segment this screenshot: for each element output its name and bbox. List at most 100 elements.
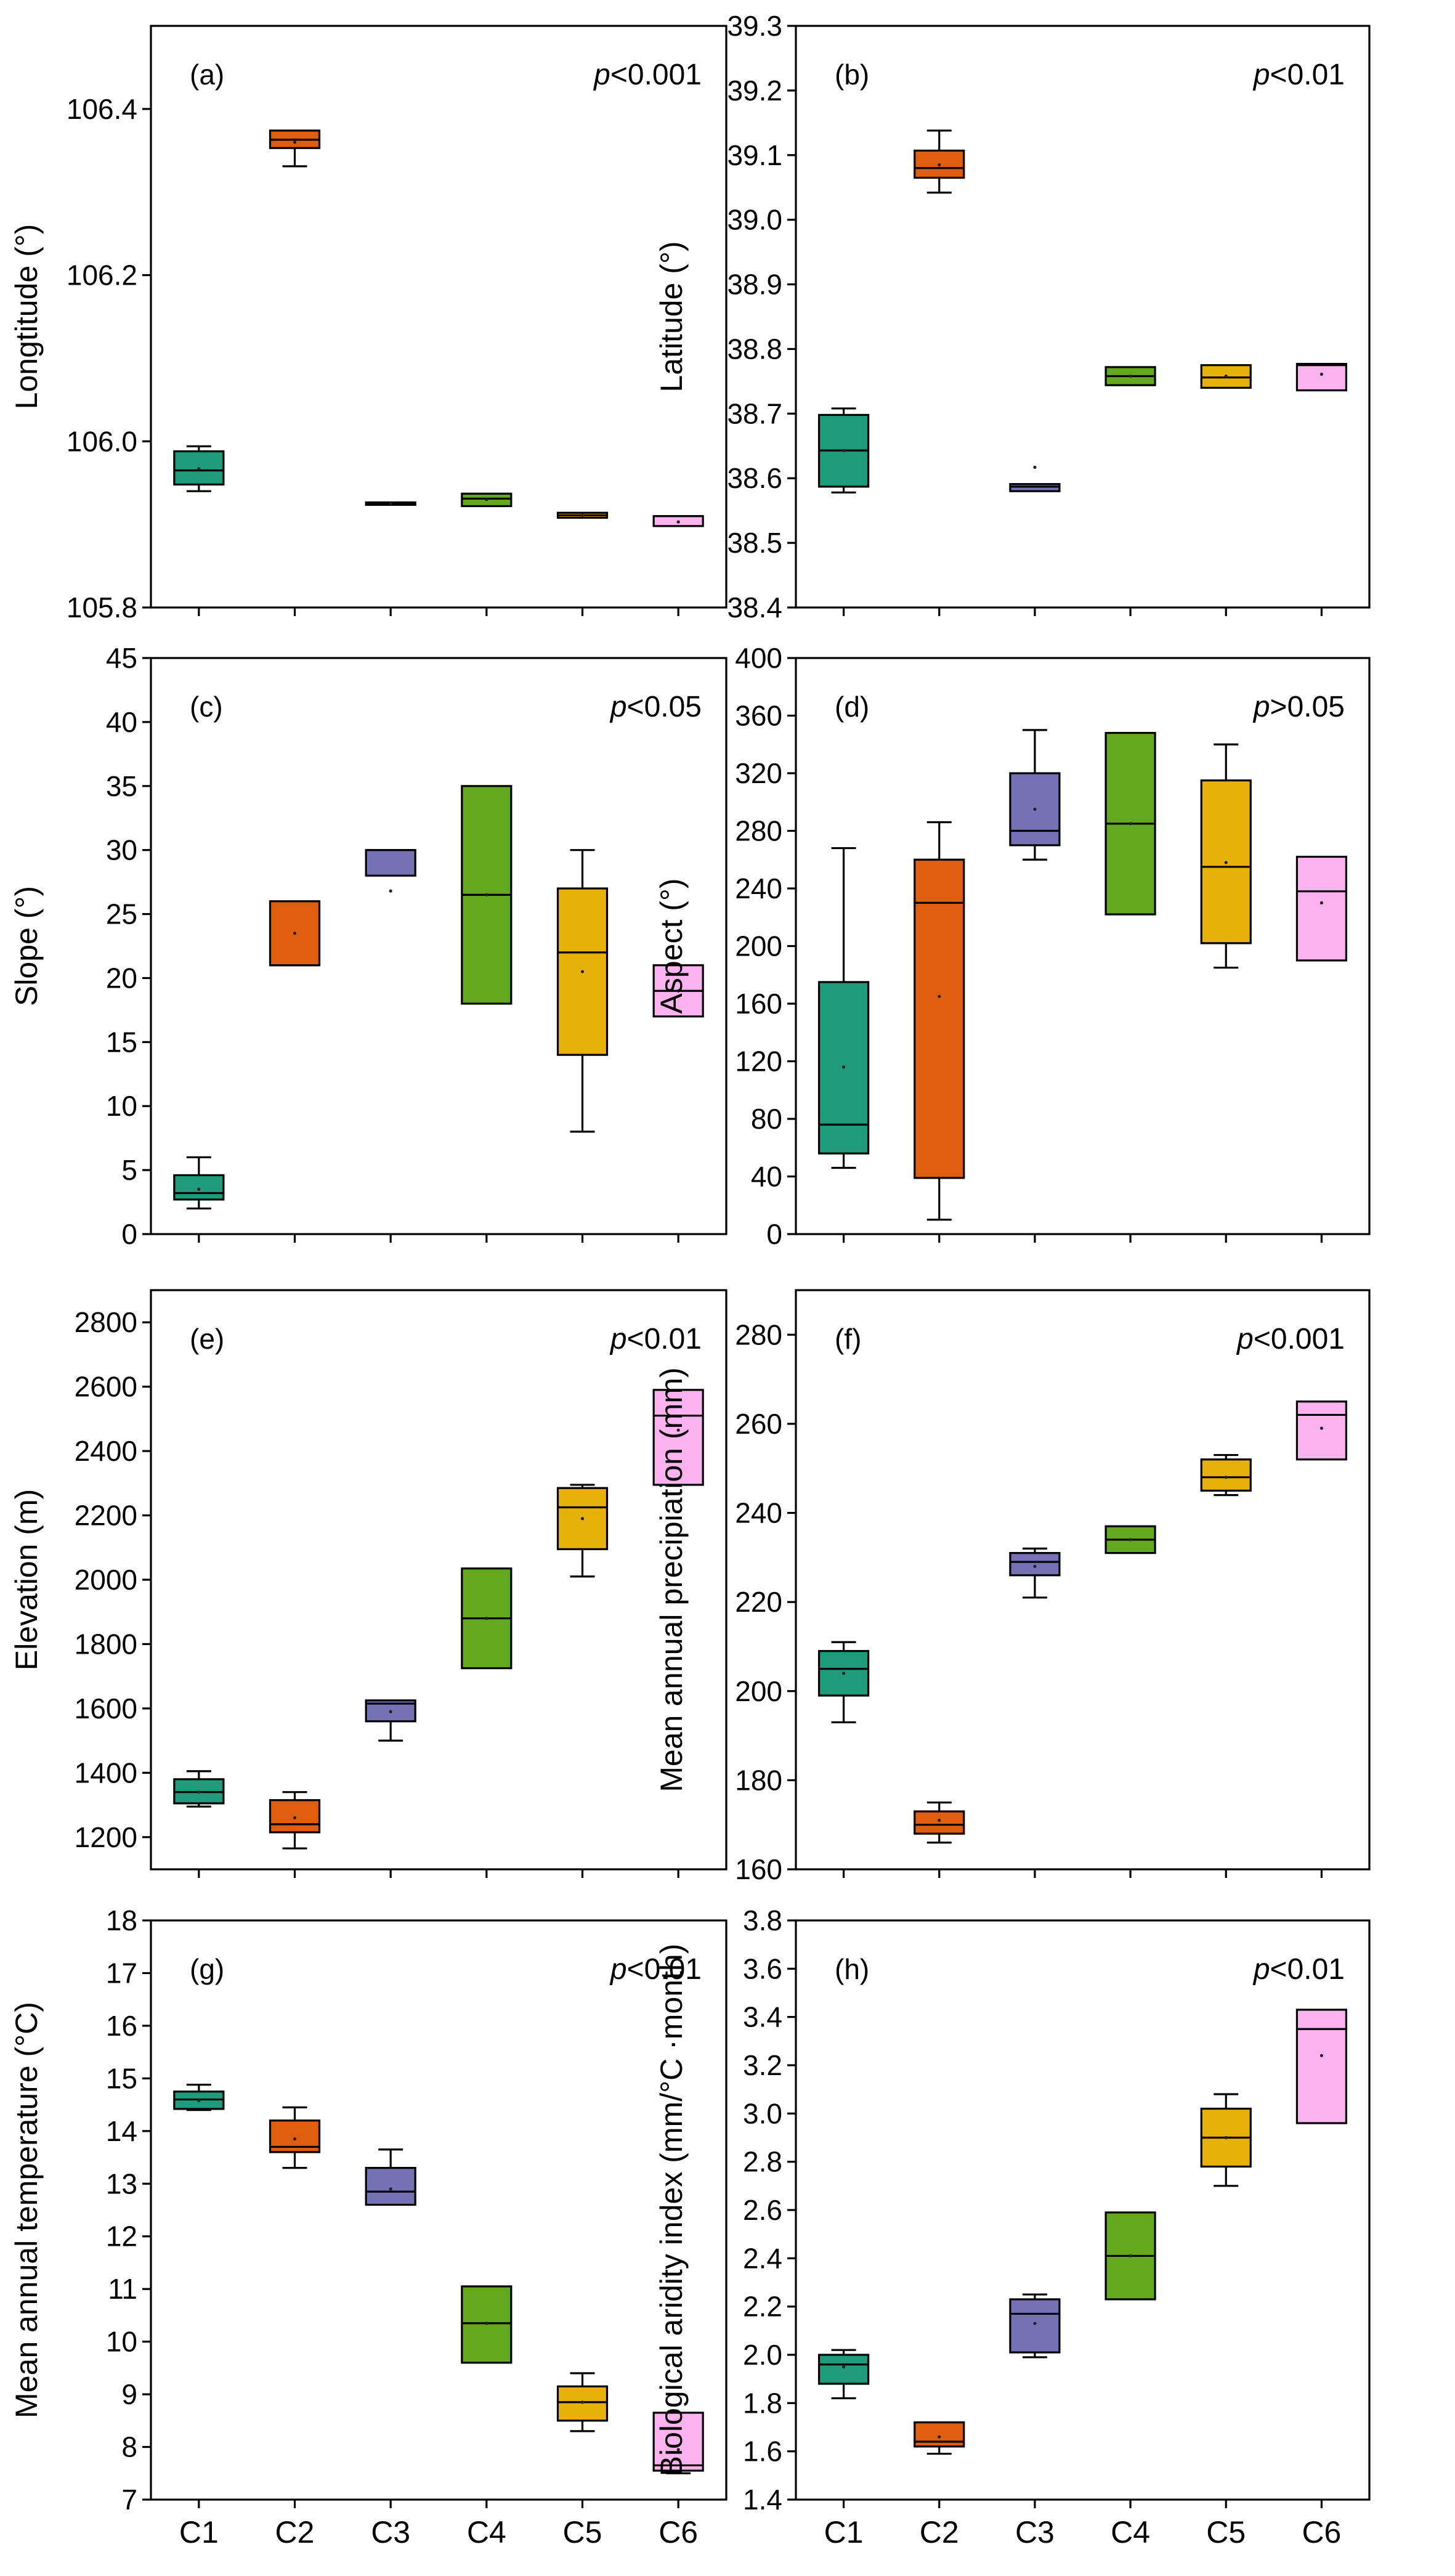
x-tick-label-c6: C6	[1302, 2515, 1341, 2550]
plot-frame	[150, 1289, 728, 1871]
y-tick-label: 11	[108, 2273, 137, 2305]
p-value: p<0.01	[609, 1323, 702, 1355]
plot-frame	[795, 657, 1371, 1235]
box-iqr	[914, 1810, 965, 1835]
plot-frame	[150, 657, 728, 1235]
panel-label: (g)	[190, 1953, 224, 1985]
box-c6	[1295, 1400, 1348, 1461]
box-iqr	[1295, 2009, 1348, 2124]
p-symbol: p	[1252, 59, 1270, 91]
x-tick-label-c1: C1	[824, 2515, 864, 2550]
mean-marker	[938, 1818, 941, 1822]
y-tick-label: 8	[121, 2431, 137, 2463]
box-c3	[365, 849, 416, 893]
y-tick-label: 30	[106, 834, 137, 866]
mean-marker	[293, 932, 297, 935]
box-c2	[269, 2106, 321, 2169]
mean-marker	[1224, 861, 1228, 864]
y-tick-label: 2.2	[743, 2291, 782, 2323]
p-symbol: p	[1236, 1323, 1254, 1355]
y-tick-label: 38.9	[727, 269, 782, 301]
box-iqr	[1009, 772, 1061, 847]
box-iqr	[365, 2167, 416, 2206]
y-tick-label: 35	[106, 770, 137, 802]
x-tick-label-c3: C3	[1015, 2515, 1055, 2550]
y-tick-label: 1400	[75, 1757, 137, 1789]
x-tick-label-c2: C2	[920, 2515, 959, 2550]
box-iqr	[173, 1174, 225, 1201]
y-tick-label: 1.8	[743, 2387, 782, 2419]
panel-g: 7 8 9 10 11 12 13 14 15 16 17 18 C1 C2 C3 C4 C5 C6 Mean an…	[9, 1904, 728, 2550]
box-c6	[652, 2411, 704, 2474]
y-axis-label: Mean annual temperature (°C)	[9, 2002, 44, 2418]
box-c6	[1295, 2009, 1348, 2124]
y-tick-label: 80	[751, 1103, 782, 1135]
mean-marker	[1129, 1538, 1132, 1542]
box-c1	[173, 1156, 225, 1210]
mean-marker	[293, 140, 297, 144]
y-tick-label: 106.4	[67, 93, 137, 125]
y-axis-label: Longtitude (°)	[9, 224, 44, 410]
mean-marker	[1129, 822, 1132, 826]
box-c1	[817, 2349, 870, 2400]
mean-marker	[938, 994, 941, 998]
p-threshold: >0.05	[1270, 691, 1345, 723]
box-c2	[914, 129, 965, 194]
box-c2	[269, 129, 321, 168]
x-tick-label-c5: C5	[563, 2515, 602, 2550]
y-tick-label: 39.1	[727, 139, 782, 171]
p-symbol: p	[609, 1953, 627, 1986]
p-value: p<0.01	[609, 1953, 702, 1986]
box-c4	[1104, 731, 1156, 916]
y-tick-label: 280	[735, 815, 782, 847]
box-c4	[461, 1567, 513, 1670]
y-tick-label: 17	[106, 1957, 137, 1989]
panel-e: 1200 1400 1600 1800 2000 2200 2400 2600 2800 Elev…	[9, 1289, 728, 1878]
y-tick-label: 7	[121, 2484, 137, 2516]
box-c5	[556, 1484, 609, 1578]
p-threshold: <0.01	[627, 1953, 702, 1986]
y-tick-label: 2.6	[743, 2194, 782, 2226]
y-tick-label: 360	[735, 700, 782, 732]
box-iqr	[914, 2421, 965, 2448]
y-tick-label: 1.6	[743, 2436, 782, 2468]
y-tick-label: 5	[121, 1154, 137, 1186]
box-c1	[173, 2084, 225, 2111]
box-c5	[1200, 2093, 1252, 2187]
mean-marker	[485, 893, 488, 896]
y-tick-label: 16	[106, 2010, 137, 2042]
mean-marker	[1033, 807, 1037, 811]
panel-label: (a)	[190, 59, 224, 91]
panel-label: (d)	[835, 691, 869, 723]
box-c6	[1295, 855, 1348, 962]
box-iqr	[1009, 1552, 1061, 1577]
mean-marker	[1224, 2135, 1228, 2140]
y-tick-label: 2600	[75, 1371, 137, 1403]
plot-frame	[795, 25, 1371, 609]
panel-label: (h)	[835, 1953, 869, 1985]
mean-marker	[1033, 1564, 1037, 1568]
y-tick-label: 40	[106, 706, 137, 738]
box-c4	[461, 492, 513, 508]
box-iqr	[652, 2411, 704, 2472]
y-tick-label: 3.2	[743, 2049, 782, 2081]
mean-marker	[485, 2322, 488, 2325]
y-tick-label: 160	[735, 1853, 782, 1885]
box-iqr	[269, 1799, 321, 1834]
y-tick-label: 39.3	[727, 10, 782, 42]
y-tick-label: 3.0	[743, 2097, 782, 2129]
y-axis-label: Aspect (°)	[654, 878, 689, 1014]
mean-marker	[389, 889, 392, 893]
y-tick-label: 320	[735, 757, 782, 789]
y-tick-label: 2800	[75, 1306, 137, 1338]
mean-marker	[485, 1617, 488, 1620]
mean-marker	[197, 1790, 201, 1794]
mean-marker	[841, 1672, 846, 1675]
box-c1	[817, 407, 870, 494]
box-c4	[1104, 366, 1156, 386]
mean-marker	[676, 520, 680, 524]
mean-marker	[938, 2435, 941, 2439]
y-tick-label: 3.4	[743, 2001, 782, 2033]
y-tick-label: 12	[106, 2220, 137, 2253]
y-tick-label: 38.6	[727, 462, 782, 494]
